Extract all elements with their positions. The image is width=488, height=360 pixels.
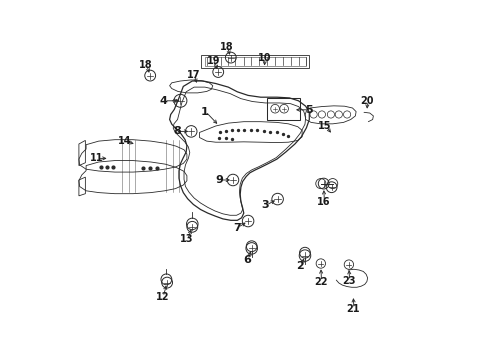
Text: 6: 6 bbox=[243, 255, 251, 265]
Text: 3: 3 bbox=[261, 200, 268, 210]
Text: 1: 1 bbox=[201, 107, 208, 117]
Text: 19: 19 bbox=[207, 56, 220, 66]
Text: 5: 5 bbox=[305, 105, 312, 115]
Text: 4: 4 bbox=[159, 96, 167, 106]
Text: 7: 7 bbox=[233, 222, 241, 233]
Text: 13: 13 bbox=[180, 234, 193, 244]
Text: 11: 11 bbox=[90, 153, 103, 163]
Text: 23: 23 bbox=[342, 276, 355, 286]
Text: 22: 22 bbox=[313, 276, 327, 287]
Text: 8: 8 bbox=[173, 126, 181, 136]
Text: 9: 9 bbox=[215, 175, 223, 185]
Text: 20: 20 bbox=[360, 96, 373, 106]
Text: 14: 14 bbox=[118, 136, 131, 146]
Text: 18: 18 bbox=[139, 60, 152, 70]
Text: 21: 21 bbox=[346, 304, 359, 314]
Text: 17: 17 bbox=[186, 70, 200, 80]
Text: 15: 15 bbox=[318, 121, 331, 131]
Text: 2: 2 bbox=[296, 261, 304, 271]
Text: 10: 10 bbox=[257, 53, 270, 63]
Text: 12: 12 bbox=[155, 292, 169, 302]
Text: 16: 16 bbox=[316, 197, 330, 207]
Text: 18: 18 bbox=[219, 42, 233, 52]
